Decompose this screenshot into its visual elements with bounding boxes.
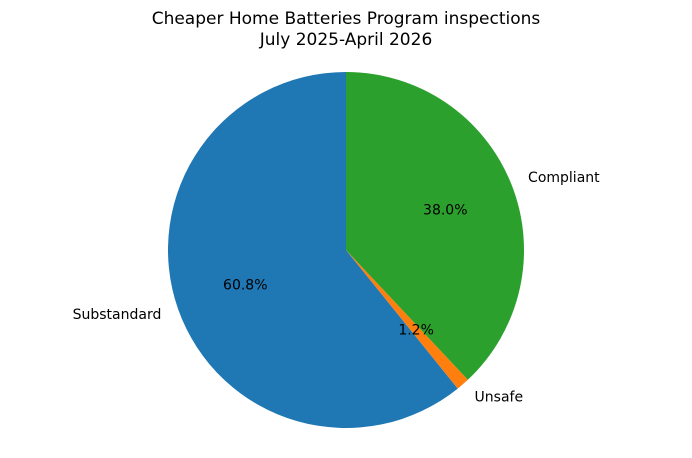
slice-label: Unsafe [475,390,524,406]
value-label: 1.2% [398,323,434,339]
pie-slice [346,250,468,389]
pie-slice [168,72,458,428]
chart-title: Cheaper Home Batteries Program inspectio… [152,9,541,29]
pie-slice [346,72,524,380]
chart-subtitle: July 2025-April 2026 [259,30,433,50]
value-label: 38.0% [423,203,467,219]
value-label: 60.8% [223,278,267,294]
slice-label: Substandard [73,307,162,323]
slice-label: Compliant [528,170,600,186]
